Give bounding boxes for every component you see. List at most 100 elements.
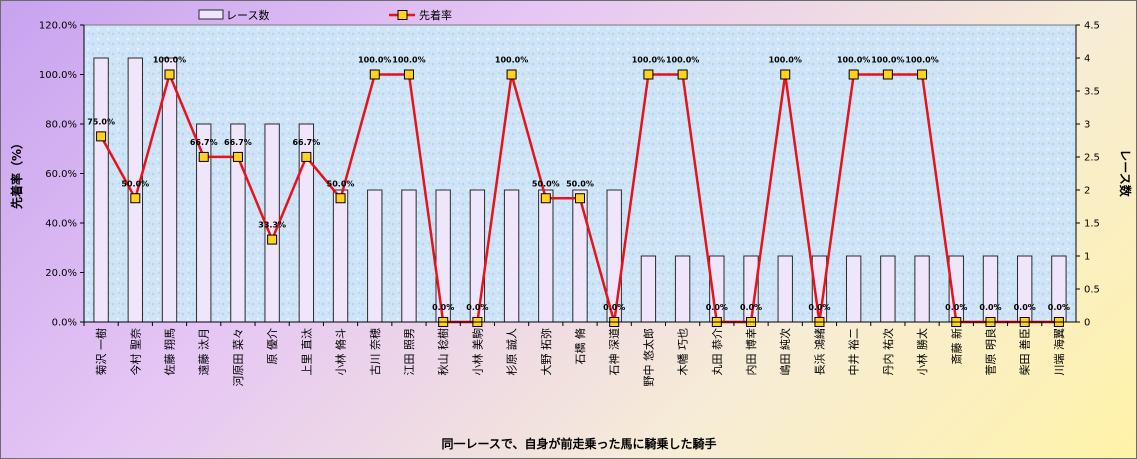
category-label: 石橋 脩 bbox=[573, 328, 587, 365]
category-label: 江田 照男 bbox=[403, 328, 416, 376]
line-point bbox=[848, 69, 859, 80]
data-label: 0.0% bbox=[603, 303, 625, 312]
data-label: 100.0% bbox=[153, 56, 186, 65]
right-tick-label: 3 bbox=[1084, 120, 1090, 131]
right-tick-label: 3.5 bbox=[1084, 87, 1100, 98]
data-label: 0.0% bbox=[466, 303, 488, 312]
left-tick-label: 20.0% bbox=[45, 268, 77, 279]
category-axis: 菊沢 一樹 今村 聖奈 佐藤 翔馬 遠藤 汰月 河原田 菜々 原 優介 上里 直汰 小林 脩斗… bbox=[83, 321, 1076, 387]
line-point bbox=[267, 234, 278, 245]
right-tick-label: 4 bbox=[1084, 54, 1090, 65]
bar bbox=[572, 189, 588, 323]
line-point bbox=[335, 193, 346, 204]
line-point bbox=[540, 193, 551, 204]
category-label: 丹内 祐次 bbox=[881, 328, 895, 376]
bar bbox=[538, 189, 554, 323]
left-tick-label: 80.0% bbox=[45, 120, 77, 131]
right-tick-label: 2.5 bbox=[1084, 153, 1100, 164]
data-label: 50.0% bbox=[121, 179, 149, 188]
data-label: 50.0% bbox=[532, 179, 560, 188]
line-point bbox=[232, 151, 243, 162]
data-label: 100.0% bbox=[495, 56, 528, 65]
line-point bbox=[164, 69, 175, 80]
data-label: 66.7% bbox=[224, 138, 252, 147]
category-label: 古川 奈穂 bbox=[368, 328, 382, 376]
legend-line-label: 先着率 bbox=[419, 8, 452, 22]
category-label: 丸田 恭介 bbox=[711, 328, 724, 376]
line-point bbox=[198, 151, 209, 162]
data-label: 100.0% bbox=[769, 56, 802, 65]
bar bbox=[93, 57, 109, 323]
data-label: 50.0% bbox=[566, 179, 594, 188]
data-label: 0.0% bbox=[808, 303, 830, 312]
category-label: 長浜 鴻緒 bbox=[812, 328, 826, 376]
right-tick-label: 0 bbox=[1084, 318, 1090, 329]
line-point bbox=[780, 69, 791, 80]
category-label: 野中 悠太郎 bbox=[641, 328, 655, 387]
data-label: 100.0% bbox=[666, 56, 699, 65]
data-label: 66.7% bbox=[292, 138, 320, 147]
right-tick-label: 2 bbox=[1084, 186, 1090, 197]
line-point bbox=[506, 69, 517, 80]
category-label: 中井 裕二 bbox=[847, 328, 861, 376]
category-label: 今村 聖奈 bbox=[128, 328, 142, 376]
data-label: 0.0% bbox=[1048, 303, 1070, 312]
left-axis: 0.0% 20.0% 40.0% 60.0% 80.0% 100.0% 120.0% bbox=[39, 21, 85, 329]
data-label: 100.0% bbox=[871, 56, 904, 65]
left-tick-label: 0.0% bbox=[52, 318, 77, 329]
line-point bbox=[369, 69, 380, 80]
right-tick-label: 4.5 bbox=[1084, 21, 1100, 32]
bar bbox=[674, 255, 691, 323]
legend-bar-swatch bbox=[198, 9, 224, 20]
data-label: 100.0% bbox=[358, 56, 391, 65]
data-label: 0.0% bbox=[979, 303, 1001, 312]
legend: レース数 先着率 bbox=[198, 8, 452, 22]
legend-bar-label: レース数 bbox=[226, 9, 269, 22]
bar bbox=[161, 57, 178, 323]
category-label: 小林 脩斗 bbox=[334, 328, 348, 376]
bar bbox=[914, 255, 930, 323]
data-label: 100.0% bbox=[392, 56, 425, 65]
line-point bbox=[677, 69, 688, 80]
category-label: 佐藤 翔馬 bbox=[163, 328, 177, 376]
category-label: 大野 拓弥 bbox=[539, 328, 553, 376]
category-label: 石神 深道 bbox=[607, 328, 621, 376]
data-label: 33.3% bbox=[258, 221, 286, 230]
category-label: 原 優介 bbox=[266, 328, 279, 365]
category-label: 河原田 菜々 bbox=[232, 328, 245, 387]
category-label: 嶋田 純次 bbox=[778, 328, 792, 376]
line-point bbox=[882, 69, 893, 80]
line-point bbox=[917, 69, 928, 80]
bar bbox=[503, 189, 520, 323]
category-label: 小林 勝太 bbox=[915, 328, 929, 376]
category-label: 菅原 明良 bbox=[983, 328, 997, 376]
bar bbox=[845, 255, 862, 323]
x-axis-title: 同一レースで、自身が前走乗った馬に騎乗した騎手 bbox=[442, 436, 717, 451]
bar bbox=[1017, 255, 1033, 323]
legend-line-marker bbox=[397, 10, 408, 20]
category-label: 秋山 稔樹 bbox=[436, 328, 450, 376]
line-point bbox=[575, 193, 585, 204]
bar bbox=[640, 255, 657, 323]
data-label: 0.0% bbox=[432, 303, 454, 312]
bar bbox=[332, 189, 349, 323]
left-axis-title: 先着率（%） bbox=[9, 137, 24, 209]
category-label: 上里 直汰 bbox=[299, 328, 313, 376]
data-label: 66.7% bbox=[190, 138, 218, 147]
data-label: 0.0% bbox=[740, 303, 762, 312]
right-tick-label: 1 bbox=[1084, 252, 1090, 263]
data-label: 100.0% bbox=[837, 56, 870, 65]
bar bbox=[982, 255, 999, 323]
category-label: 柴田 善臣 bbox=[1018, 328, 1032, 376]
right-axis-title: レース数 bbox=[1118, 149, 1133, 197]
line-point bbox=[301, 151, 312, 162]
data-label: 50.0% bbox=[327, 179, 355, 188]
bar bbox=[401, 189, 417, 323]
category-label: 木幡 巧也 bbox=[676, 328, 690, 376]
line-point bbox=[96, 131, 107, 142]
bar bbox=[367, 189, 383, 323]
category-label: 杉原 誠人 bbox=[505, 328, 519, 376]
category-label: 菊沢 一樹 bbox=[94, 328, 108, 376]
